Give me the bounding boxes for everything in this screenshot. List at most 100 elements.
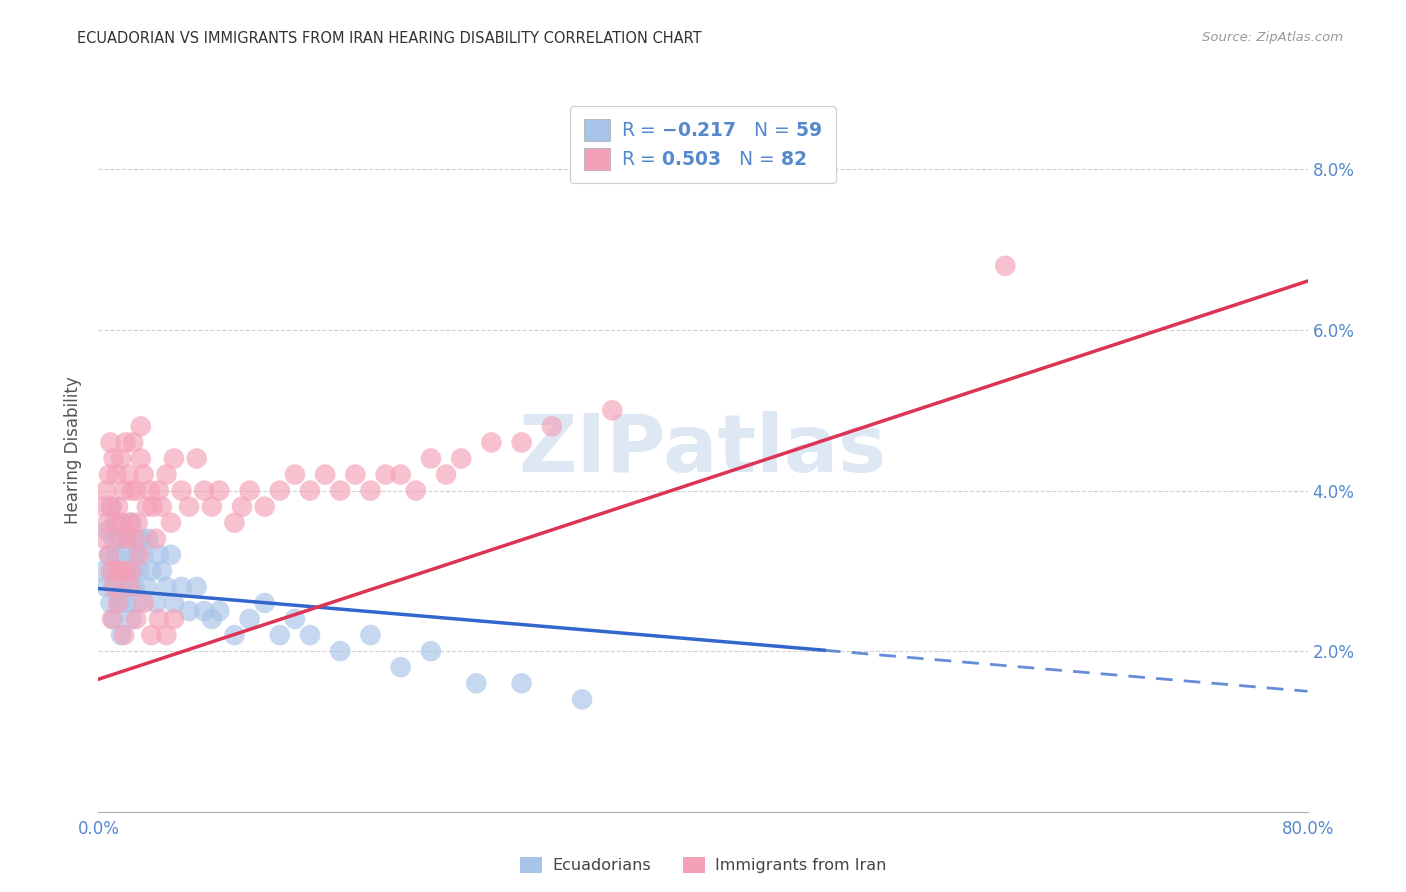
Point (155, 580, 177, 594)
Point (104, 516, 127, 530)
Point (105, 467, 128, 482)
Point (329, 644, 352, 658)
Point (125, 483, 148, 498)
Point (481, 435, 503, 450)
Point (148, 483, 170, 498)
Point (118, 532, 141, 546)
Point (115, 532, 138, 546)
Point (125, 548, 148, 562)
Point (420, 644, 443, 658)
Point (112, 628, 135, 642)
Point (253, 500, 276, 514)
Point (135, 580, 157, 594)
Point (100, 435, 122, 450)
Point (120, 516, 142, 530)
Point (224, 516, 246, 530)
Point (110, 564, 132, 578)
Point (150, 500, 173, 514)
Point (142, 500, 165, 514)
Point (112, 483, 135, 498)
Point (145, 532, 167, 546)
Point (132, 548, 155, 562)
Point (284, 467, 307, 482)
Point (98, 467, 121, 482)
Point (98, 548, 121, 562)
Point (141, 564, 163, 578)
Point (201, 500, 224, 514)
Point (122, 435, 145, 450)
Point (124, 580, 146, 594)
Point (148, 548, 170, 562)
Point (94, 483, 117, 498)
Point (104, 580, 127, 594)
Point (239, 483, 262, 498)
Point (135, 500, 157, 514)
Text: ECUADORIAN VS IMMIGRANTS FROM IRAN HEARING DISABILITY CORRELATION CHART: ECUADORIAN VS IMMIGRANTS FROM IRAN HEARI… (77, 31, 702, 46)
Point (121, 612, 143, 626)
Point (329, 483, 352, 498)
Point (108, 596, 131, 610)
Point (129, 451, 152, 466)
Legend: R = $\mathbf{-0.217}$   N = $\mathbf{59}$, R = $\mathbf{0.503}$   N = $\mathbf{8: R = $\mathbf{-0.217}$ N = $\mathbf{59}$,… (571, 106, 835, 183)
Point (114, 548, 136, 562)
Point (405, 483, 427, 498)
Point (128, 548, 150, 562)
Point (344, 467, 367, 482)
Point (224, 628, 246, 642)
Point (510, 676, 533, 690)
Point (112, 580, 135, 594)
Point (132, 467, 155, 482)
Point (540, 419, 562, 434)
Point (994, 259, 1017, 273)
Point (141, 628, 163, 642)
Point (186, 580, 208, 594)
Point (132, 596, 155, 610)
Point (110, 564, 132, 578)
Point (389, 467, 412, 482)
Point (136, 532, 159, 546)
Point (120, 580, 142, 594)
Point (160, 548, 183, 562)
Point (96, 524, 118, 538)
Point (160, 516, 183, 530)
Point (284, 612, 307, 626)
Point (107, 500, 129, 514)
Point (299, 483, 322, 498)
Point (105, 564, 128, 578)
Point (114, 435, 136, 450)
Point (96, 516, 118, 530)
Point (101, 612, 124, 626)
Point (374, 467, 396, 482)
Point (269, 628, 291, 642)
Point (94, 580, 117, 594)
Point (114, 596, 136, 610)
Point (129, 419, 152, 434)
Point (115, 564, 138, 578)
Point (107, 596, 129, 610)
Point (125, 612, 148, 626)
Point (170, 483, 193, 498)
Point (128, 564, 150, 578)
Text: Source: ZipAtlas.com: Source: ZipAtlas.com (1202, 31, 1343, 45)
Point (127, 516, 149, 530)
Point (121, 516, 143, 530)
Point (145, 596, 167, 610)
Point (139, 483, 162, 498)
Text: ZIPatlas: ZIPatlas (519, 411, 887, 490)
Point (163, 596, 186, 610)
Point (155, 467, 177, 482)
Point (208, 604, 231, 618)
Point (510, 435, 533, 450)
Point (121, 564, 143, 578)
Point (434, 467, 457, 482)
Point (111, 532, 134, 546)
Point (269, 483, 291, 498)
Point (129, 532, 152, 546)
Point (121, 483, 143, 498)
Point (111, 516, 134, 530)
Point (186, 451, 208, 466)
Point (103, 451, 125, 466)
Point (201, 612, 224, 626)
Point (465, 676, 488, 690)
Point (420, 451, 443, 466)
